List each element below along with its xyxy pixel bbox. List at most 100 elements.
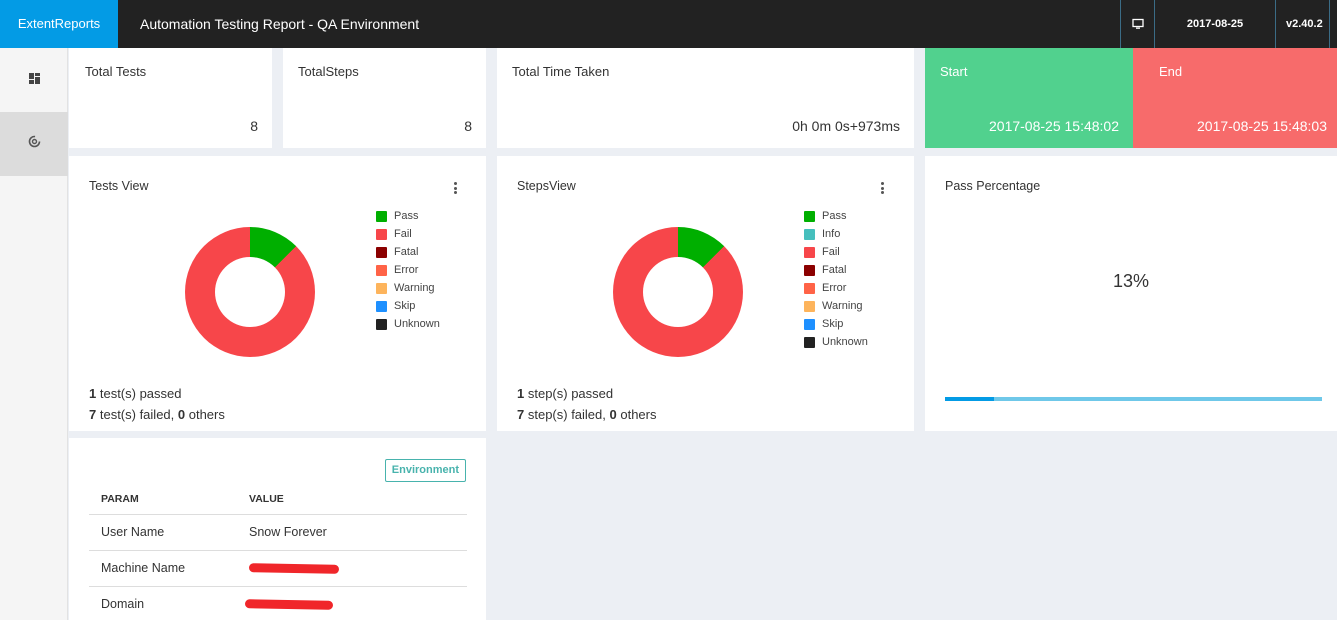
value-cell bbox=[237, 586, 467, 620]
legend-item-info[interactable]: Info bbox=[804, 225, 868, 243]
card-title: End bbox=[1159, 64, 1183, 79]
legend-item-fail[interactable]: Fail bbox=[804, 243, 868, 261]
steps-donut-chart bbox=[613, 227, 743, 357]
legend-label: Warning bbox=[822, 300, 863, 312]
steps-failed-count: 7 bbox=[517, 407, 525, 422]
table-header-row: PARAM VALUE bbox=[89, 484, 467, 515]
legend-swatch bbox=[804, 336, 815, 348]
table-row: Domain bbox=[89, 586, 467, 620]
brand-logo[interactable]: ExtentReports bbox=[0, 0, 118, 48]
legend-label: Error bbox=[822, 282, 847, 294]
pass-percentage-value: 13% bbox=[1112, 271, 1150, 291]
legend-label: Pass bbox=[394, 210, 419, 222]
legend-item-pass[interactable]: Pass bbox=[804, 207, 868, 225]
version-badge: v2.40.2 bbox=[1275, 0, 1330, 48]
tests-failed-text: test(s) failed, bbox=[96, 407, 178, 422]
legend-item-error[interactable]: Error bbox=[804, 279, 868, 297]
card-value: 8 bbox=[250, 118, 258, 134]
start-time-card: Start 2017-08-25 15:48:02 bbox=[925, 48, 1133, 148]
legend-item-warning[interactable]: Warning bbox=[376, 279, 440, 297]
legend-label: Pass bbox=[822, 210, 847, 222]
redaction-mark bbox=[244, 599, 334, 611]
redaction-mark bbox=[248, 563, 340, 574]
sidebar bbox=[0, 48, 68, 620]
pass-progress-fill bbox=[945, 397, 994, 401]
card-title: Tests View bbox=[89, 179, 149, 193]
param-cell: Machine Name bbox=[89, 550, 237, 587]
spinner-icon bbox=[28, 135, 41, 153]
legend-label: Warning bbox=[394, 282, 435, 294]
monitor-icon[interactable] bbox=[1120, 0, 1154, 48]
tests-donut-chart bbox=[185, 227, 315, 357]
steps-failed-text: step(s) failed, bbox=[524, 407, 610, 422]
legend-item-unknown[interactable]: Unknown bbox=[376, 315, 440, 333]
report-title: Automation Testing Report - QA Environme… bbox=[140, 16, 420, 32]
dashboard-icon bbox=[28, 71, 40, 89]
environment-table: PARAM VALUE User Name Snow Forever Machi… bbox=[89, 484, 467, 620]
tests-passed-text: test(s) passed bbox=[96, 386, 182, 401]
top-navbar: ExtentReports Automation Testing Report … bbox=[0, 0, 1337, 78]
value-cell bbox=[237, 550, 467, 587]
legend-label: Info bbox=[822, 228, 841, 240]
tests-passed-count: 1 bbox=[89, 386, 97, 401]
value-cell: Snow Forever bbox=[237, 514, 467, 551]
more-vert-icon[interactable] bbox=[881, 182, 885, 194]
card-title: Total Tests bbox=[85, 64, 147, 79]
steps-legend: Pass Info Fail Fatal Error Warning Skip Unknown bbox=[804, 207, 868, 351]
legend-label: Unknown bbox=[822, 336, 868, 348]
card-value: 8 bbox=[464, 118, 472, 134]
time-taken-card: Total Time Taken 0h 0m 0s+973ms bbox=[497, 48, 914, 148]
legend-item-error[interactable]: Error bbox=[376, 261, 440, 279]
tests-failed-line: 7 test(s) failed, 0 others bbox=[89, 404, 225, 425]
legend-label: Fail bbox=[822, 246, 840, 258]
total-steps-card: TotalSteps 8 bbox=[283, 48, 486, 148]
steps-passed-line: 1 step(s) passed bbox=[517, 383, 656, 404]
steps-others-count: 0 bbox=[609, 407, 617, 422]
legend-swatch bbox=[804, 246, 815, 258]
legend-item-fatal[interactable]: Fatal bbox=[376, 243, 440, 261]
legend-swatch bbox=[376, 264, 387, 276]
legend-swatch bbox=[804, 264, 815, 276]
legend-label: Fatal bbox=[822, 264, 847, 276]
sidebar-item-dashboard[interactable] bbox=[0, 48, 68, 112]
report-date: 2017-08-25 15:48:02 bbox=[1154, 0, 1275, 78]
steps-passed-text: step(s) passed bbox=[524, 386, 614, 401]
more-vert-icon[interactable] bbox=[454, 182, 458, 194]
legend-item-unknown[interactable]: Unknown bbox=[804, 333, 868, 351]
legend-swatch bbox=[376, 246, 387, 258]
param-cell: Domain bbox=[101, 597, 145, 612]
param-header: PARAM bbox=[89, 484, 237, 515]
card-value: 2017-08-25 15:48:02 bbox=[989, 118, 1119, 134]
legend-label: Unknown bbox=[394, 318, 440, 330]
legend-label: Skip bbox=[822, 318, 844, 330]
total-tests-card: Total Tests 8 bbox=[69, 48, 272, 148]
legend-label: Error bbox=[394, 264, 419, 276]
environment-button[interactable]: Environment bbox=[384, 459, 466, 482]
legend-item-skip[interactable]: Skip bbox=[804, 315, 868, 333]
legend-label: Fail bbox=[394, 228, 412, 240]
value-header: VALUE bbox=[237, 484, 467, 515]
legend-swatch bbox=[804, 318, 815, 330]
legend-swatch bbox=[376, 282, 387, 294]
tests-others-text: others bbox=[185, 407, 225, 422]
legend-item-warning[interactable]: Warning bbox=[804, 297, 868, 315]
end-time-card: End 2017-08-25 15:48:03 bbox=[1133, 48, 1337, 148]
pass-percentage-card: Pass Percentage 13% bbox=[925, 156, 1337, 431]
pass-progress-bar bbox=[945, 397, 1322, 401]
legend-swatch bbox=[804, 228, 815, 240]
param-cell: User Name bbox=[89, 514, 237, 551]
legend-swatch bbox=[804, 300, 815, 312]
card-title: Pass Percentage bbox=[945, 179, 1041, 193]
steps-passed-count: 1 bbox=[517, 386, 525, 401]
tests-others-count: 0 bbox=[177, 407, 186, 422]
legend-item-skip[interactable]: Skip bbox=[376, 297, 440, 315]
tests-legend: Pass Fail Fatal Error Warning Skip Unknown bbox=[376, 207, 440, 333]
sidebar-item-analysis[interactable] bbox=[0, 112, 68, 176]
steps-view-card: StepsView Pass Info Fail Fatal Error Warning S… bbox=[497, 156, 914, 431]
card-title: Total Time Taken bbox=[512, 64, 610, 79]
legend-item-fail[interactable]: Fail bbox=[376, 225, 440, 243]
steps-others-text: others bbox=[616, 407, 657, 422]
tests-passed-line: 1 test(s) passed bbox=[89, 383, 225, 404]
legend-item-pass[interactable]: Pass bbox=[376, 207, 440, 225]
legend-item-fatal[interactable]: Fatal bbox=[804, 261, 868, 279]
